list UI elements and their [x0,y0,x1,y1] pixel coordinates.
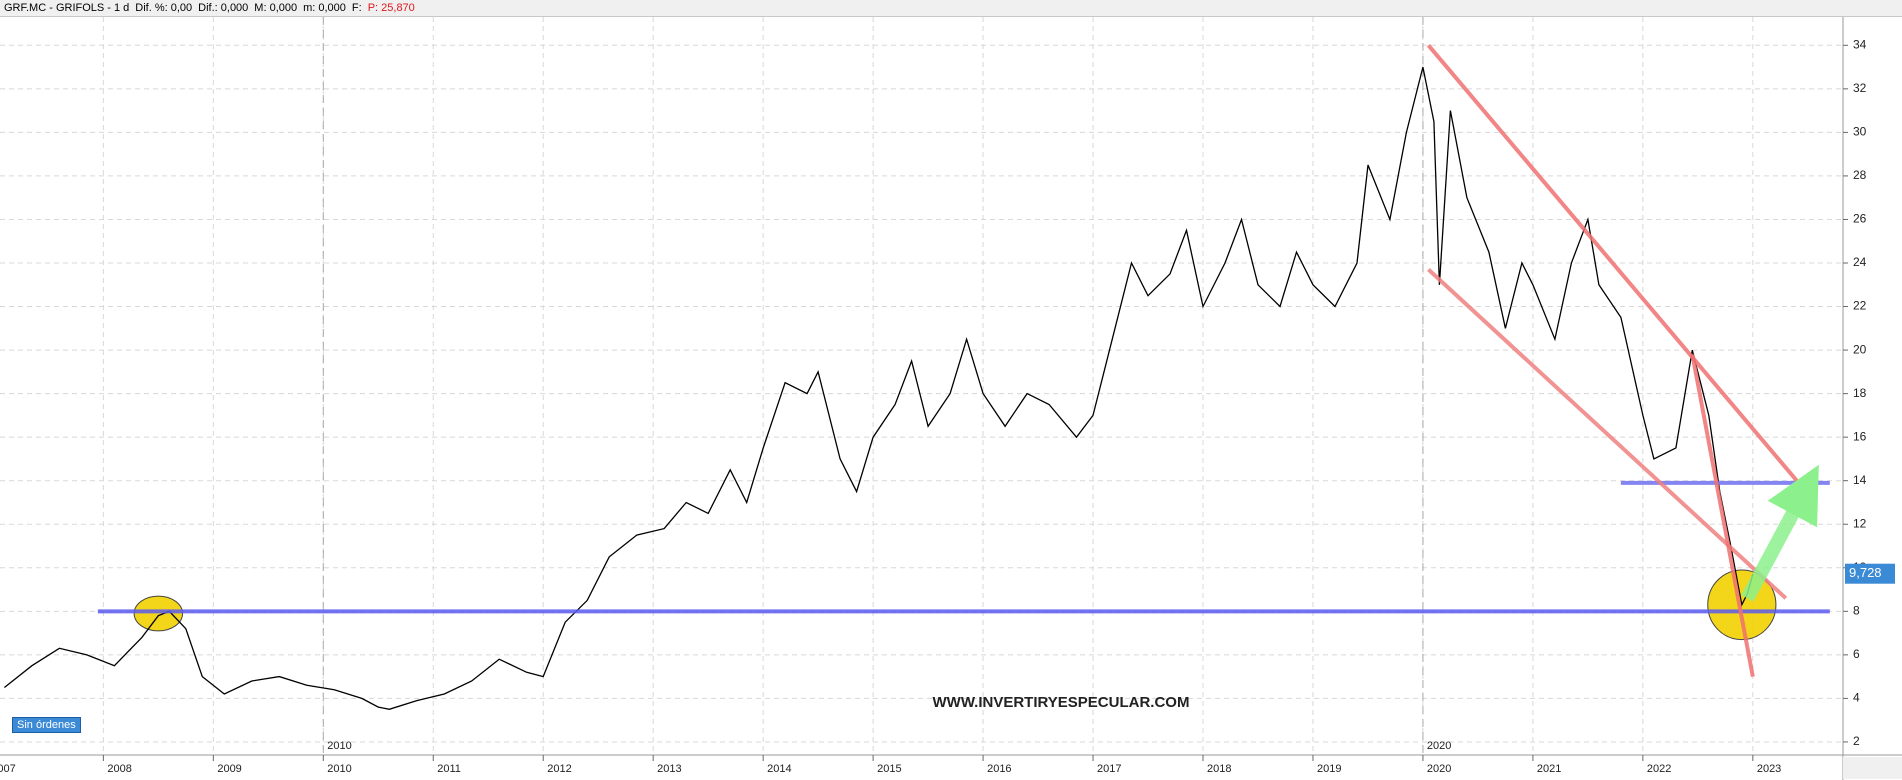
y-tick-label: 24 [1853,255,1867,269]
x-tick-label: 2021 [1537,763,1561,775]
y-tick-label: 26 [1853,212,1867,226]
watermark: WWW.INVERTIRYESPECULAR.COM [933,694,1190,711]
x-tick-label: 2010 [327,763,351,775]
last-price-box [1845,563,1895,584]
y-tick-label: 22 [1853,299,1867,313]
corner-icons[interactable] [1843,757,1902,779]
x-tick-label: 2022 [1647,763,1671,775]
x-tick-label: 2009 [217,763,241,775]
y-tick-label: 20 [1853,342,1867,356]
x-tick-label: 2013 [657,763,681,775]
trend-line [1426,44,1810,496]
x-tick-label: 2014 [767,763,791,775]
header-field: P: 25,870 [367,2,415,14]
y-tick-label: 2 [1853,734,1860,748]
x-tick-label: 2016 [987,763,1011,775]
y-tick-label: 32 [1853,81,1867,95]
x-tick-label: 2019 [1317,763,1341,775]
orders-button[interactable]: Sin órdenes [12,717,81,733]
y-tick-label: 16 [1853,429,1867,443]
x-tick-label: 2018 [1207,763,1231,775]
y-tick-label: 6 [1853,647,1860,661]
x-tick-label: 2017 [1097,763,1121,775]
x-tick-label: 2023 [1757,763,1781,775]
decade-label: 2010 [327,740,351,752]
x-tick-label: 2008 [107,763,131,775]
y-tick-label: 4 [1853,691,1860,705]
trend-line [1690,354,1755,677]
decade-label: 2020 [1427,740,1451,752]
y-tick-label: 18 [1853,386,1867,400]
y-tick-label: 12 [1853,516,1867,530]
y-tick-label: 14 [1853,473,1867,487]
price-line [3,66,1754,710]
header-field: M: 0,000 [254,2,298,14]
x-tick-label: 2015 [877,763,901,775]
header: GRF.MC - GRIFOLS - 1 d Dif. %: 0,00 Dif.: … [0,0,1902,17]
plot-area [0,17,1843,755]
highlight-circle [133,595,184,632]
y-tick-label: 28 [1853,168,1867,182]
x-tick-label: 2020 [1427,763,1451,775]
x-tick-label: 2011 [437,763,461,775]
last-price-label: 9,728 [1849,565,1882,580]
y-tick-label: 34 [1853,37,1867,51]
x-tick-label: 2012 [547,763,571,775]
header-field: GRF.MC - GRIFOLS - 1 d [4,2,130,14]
header-field: Dif.: 0,000 [198,2,249,14]
x-tick-label: 007 [0,763,16,775]
y-tick-label: 30 [1853,125,1867,139]
header-field: Dif. %: 0,00 [135,2,193,14]
arrow [1741,464,1819,602]
chart: WWW.INVERTIRYESPECULAR.COM 2468101214161… [0,17,1902,780]
header-field: F: [351,2,362,14]
y-tick-label: 8 [1853,603,1860,617]
header-field: m: 0,000 [303,2,346,14]
